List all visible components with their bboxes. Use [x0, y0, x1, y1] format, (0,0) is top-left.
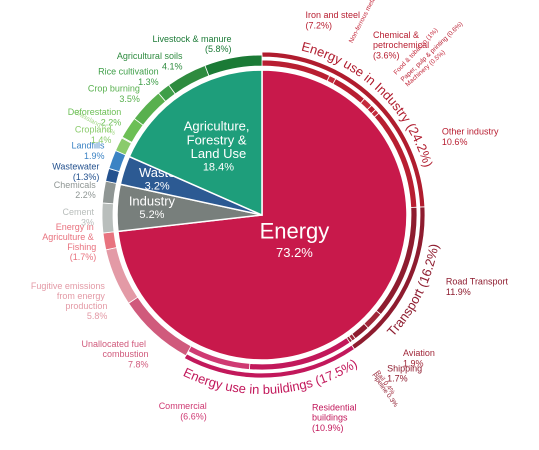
sector-value: 5.2% — [139, 209, 164, 221]
leaf-value: 0.3% — [385, 392, 399, 408]
leaf-value: 1.9% — [403, 359, 424, 369]
leaf-value: (1%) — [425, 27, 440, 42]
sector-name: Energy — [260, 218, 330, 243]
sector-name: Agriculture, Forestry & Land Use — [184, 119, 253, 161]
leaf-name: Chemicals — [54, 180, 97, 190]
leaf-value: (5.8%) — [205, 44, 232, 54]
leaf-name: Residential buildings — [312, 403, 359, 423]
leaf-name: Road Transport — [446, 277, 509, 287]
leaf-value: (0.6%) — [446, 20, 465, 38]
leaf-value: 1.9% — [84, 151, 105, 161]
leaf-name: Fugitive emissions from energy productio… — [31, 281, 108, 311]
leaf-value: (3.6%) — [373, 50, 400, 60]
leaf-name: Aviation — [403, 349, 435, 359]
leaf-value: (1.3%) — [73, 172, 100, 182]
leaf-name: Other industry — [442, 127, 499, 137]
leaf-name: Cropland — [75, 125, 112, 135]
leaf-value: (6.6%) — [180, 411, 207, 421]
leaf-name: Chemical & petrochemical — [373, 30, 429, 50]
leaf-value: (1.7%) — [70, 252, 97, 262]
leaf-name: Landfills — [71, 141, 105, 151]
leaf-value: 11.9% — [446, 287, 471, 297]
leaf-value: 4.1% — [162, 61, 183, 71]
leaf-value: 1.4% — [91, 135, 112, 145]
leaf-name: Deforestation — [68, 108, 122, 118]
sector-name: Industry — [129, 194, 176, 209]
leaf-value: 1.7% — [387, 374, 408, 384]
leaf-value: 3.5% — [119, 94, 140, 104]
leaf-value: 5.8% — [87, 311, 108, 321]
leaf-value: (10.9%) — [312, 423, 344, 433]
leaf-arc — [204, 54, 263, 77]
leaf-name: Unallocated fuel combustion — [81, 339, 148, 359]
leaf-name: Rice cultivation — [98, 67, 159, 77]
leaf-arc — [102, 231, 118, 251]
leaf-name: Agricultural soils — [117, 51, 183, 61]
leaf-name: Livestock & manure — [153, 34, 232, 44]
leaf-name: Energy in Agriculture & Fishing — [42, 222, 96, 252]
leaf-value: 10.6% — [442, 137, 468, 147]
leaf-name: Cement — [63, 208, 95, 218]
leaf-name: Commercial — [159, 401, 207, 411]
sector-value: 18.4% — [203, 162, 234, 174]
leaf-value: 3% — [81, 218, 94, 228]
sector-slice — [128, 69, 263, 217]
leaf-name: Crop burning — [88, 84, 140, 94]
leaf-value: (7.2%) — [306, 20, 333, 30]
leaf-value: 2.2% — [75, 190, 96, 200]
leaf-arc — [101, 202, 115, 234]
sector-value: 73.2% — [276, 245, 313, 260]
leaf-value: 2.2% — [101, 118, 122, 128]
leaf-value: 1.3% — [138, 77, 159, 87]
leaf-name: Wastewater — [52, 162, 99, 172]
leaf-name: Iron and steel — [306, 10, 361, 20]
sector-value: 3.2% — [145, 181, 170, 193]
leaf-name: Shipping — [387, 364, 422, 374]
group-value: (17.5%) — [313, 356, 360, 388]
leaf-value: 7.8% — [128, 359, 149, 369]
leaf-arc — [102, 180, 117, 205]
